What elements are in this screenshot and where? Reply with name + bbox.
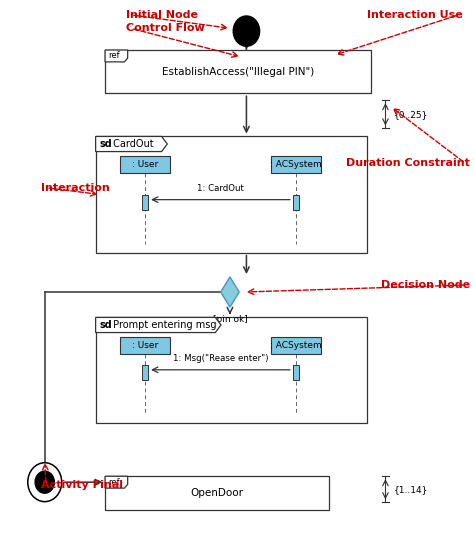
Polygon shape [96,136,167,151]
Circle shape [28,463,62,502]
Polygon shape [96,318,221,332]
Text: Initial Node: Initial Node [126,10,198,20]
Text: Prompt entering msg: Prompt entering msg [110,320,216,330]
Text: sd: sd [100,139,112,149]
Polygon shape [221,277,239,307]
Bar [271,156,320,173]
Text: {1..14}: {1..14} [394,485,428,494]
Text: 1: CardOut: 1: CardOut [197,184,244,193]
Polygon shape [105,476,128,488]
Text: sd: sd [100,320,112,330]
Text: CardOut: CardOut [110,139,154,149]
Bar [105,476,329,510]
Bar [293,365,299,380]
Text: ref: ref [108,478,119,487]
Text: : User: : User [132,160,158,169]
Text: {0..25}: {0..25} [394,110,428,119]
Bar [120,156,170,173]
Text: EstablishAccess("Illegal PIN"): EstablishAccess("Illegal PIN") [162,67,314,77]
Text: 1: Msg("Rease enter"): 1: Msg("Rease enter") [173,354,268,363]
Text: Control Flow: Control Flow [126,23,205,34]
Text: Interaction: Interaction [41,183,110,193]
Text: : ACSystem: : ACSystem [270,341,322,350]
Bar [142,195,148,210]
Circle shape [233,16,260,46]
Bar [120,337,170,354]
Text: OpenDoor: OpenDoor [191,488,244,498]
Bar [271,337,320,354]
Text: Duration Constraint: Duration Constraint [346,159,470,168]
Text: [pin ok]: [pin ok] [212,315,247,324]
Circle shape [35,471,55,493]
Text: Interaction Use: Interaction Use [367,10,463,20]
Bar [105,50,371,93]
Bar [96,318,366,423]
Text: Activity Final: Activity Final [41,480,123,490]
Bar [293,195,299,210]
Text: Decision Node: Decision Node [381,280,470,290]
Bar [142,365,148,380]
Polygon shape [105,50,128,62]
Text: : ACSystem: : ACSystem [270,160,322,169]
Bar [96,136,366,252]
Text: : User: : User [132,341,158,350]
Text: ref: ref [108,52,119,60]
